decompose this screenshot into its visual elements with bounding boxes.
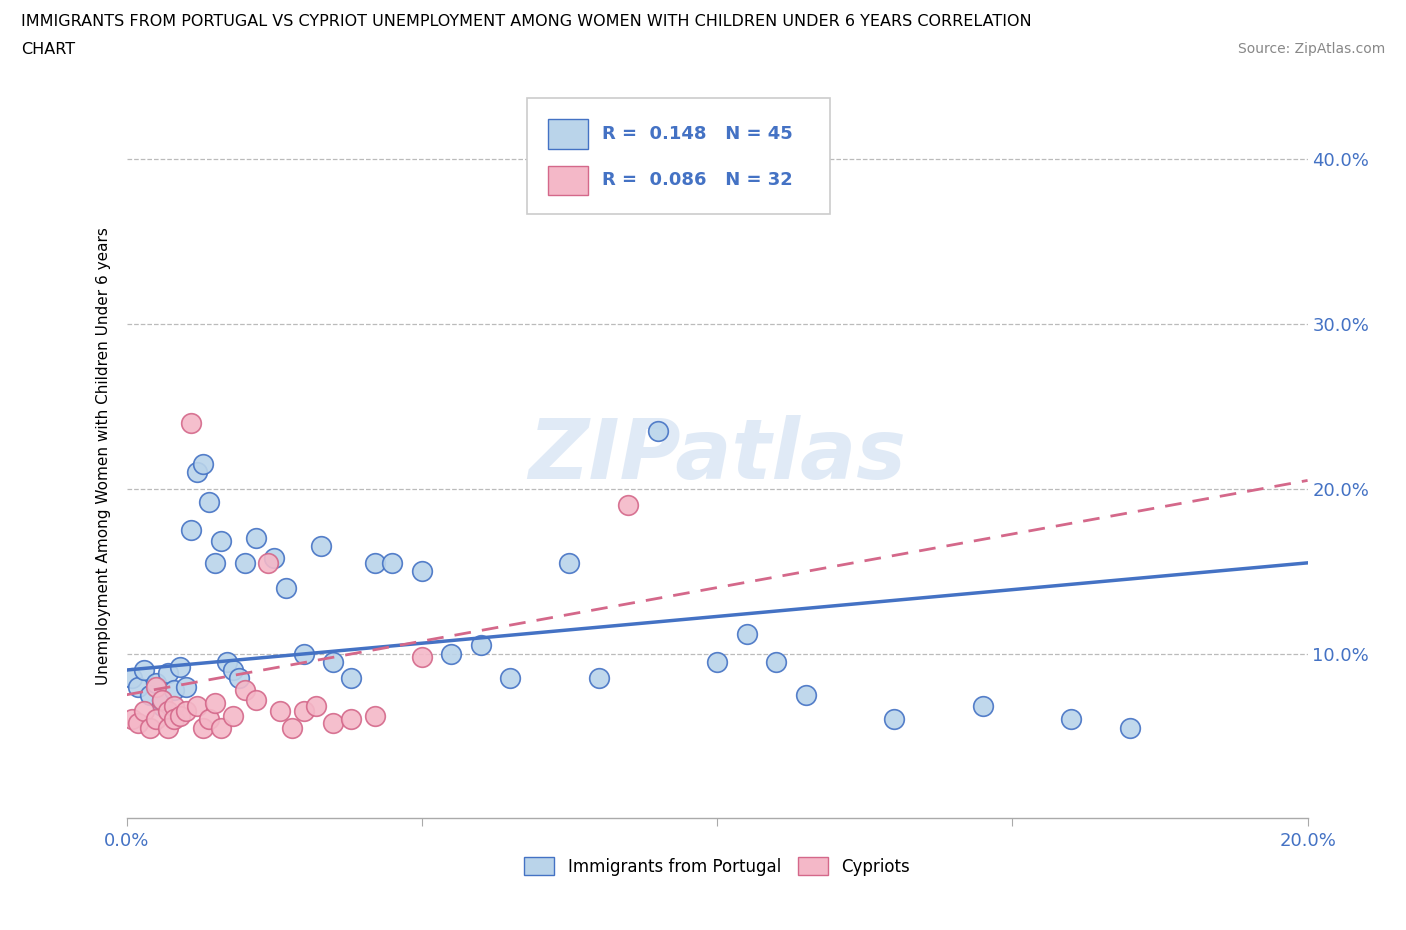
Point [281, 720, 304, 735]
Point [765, 655, 787, 670]
Point [209, 720, 232, 735]
Text: ZIPatlas: ZIPatlas [529, 415, 905, 497]
Point [1119, 720, 1142, 735]
Point [163, 712, 186, 727]
Point [245, 692, 267, 707]
Point [193, 720, 215, 735]
Point [186, 465, 208, 480]
Point [440, 646, 463, 661]
Point [411, 649, 433, 664]
Point [121, 671, 143, 685]
Point [186, 698, 208, 713]
Point [233, 555, 256, 570]
Point [134, 662, 156, 677]
Point [180, 416, 202, 431]
Point [470, 638, 492, 653]
Point [363, 709, 385, 724]
Point [150, 698, 173, 713]
Point [174, 704, 197, 719]
Text: IMMIGRANTS FROM PORTUGAL VS CYPRIOT UNEMPLOYMENT AMONG WOMEN WITH CHILDREN UNDER: IMMIGRANTS FROM PORTUGAL VS CYPRIOT UNEM… [21, 14, 1032, 29]
Point [145, 676, 167, 691]
Point [340, 671, 363, 685]
Point [127, 715, 149, 730]
Point [706, 655, 728, 670]
Point [972, 698, 994, 713]
Point [204, 555, 226, 570]
Point [193, 457, 215, 472]
Point [794, 687, 817, 702]
Point [139, 687, 162, 702]
Point [156, 704, 179, 719]
Point [127, 679, 149, 694]
Point [215, 655, 238, 670]
Point [411, 564, 433, 578]
Point [150, 692, 173, 707]
Point [381, 555, 404, 570]
Point [322, 655, 344, 670]
Point [222, 709, 245, 724]
Point [245, 531, 267, 546]
Point [139, 720, 162, 735]
Point [292, 704, 315, 719]
Point [363, 555, 385, 570]
Text: Source: ZipAtlas.com: Source: ZipAtlas.com [1237, 42, 1385, 56]
Point [180, 523, 202, 538]
Point [145, 712, 167, 727]
Point [617, 498, 640, 512]
Point [883, 712, 905, 727]
Point [322, 715, 344, 730]
Point [558, 555, 581, 570]
Point [647, 423, 669, 438]
Legend: Immigrants from Portugal, Cypriots: Immigrants from Portugal, Cypriots [517, 851, 917, 883]
Text: R =  0.086   N = 32: R = 0.086 N = 32 [602, 171, 793, 190]
Point [304, 698, 326, 713]
Point [269, 704, 291, 719]
Point [150, 692, 173, 707]
Point [233, 683, 256, 698]
Text: CHART: CHART [21, 42, 75, 57]
Point [263, 551, 285, 565]
Point [311, 538, 333, 553]
Point [257, 555, 280, 570]
Point [156, 720, 179, 735]
Point [735, 626, 758, 641]
Point [163, 683, 186, 698]
Point [174, 679, 197, 694]
Point [274, 580, 297, 595]
Point [198, 712, 221, 727]
Y-axis label: Unemployment Among Women with Children Under 6 years: Unemployment Among Women with Children U… [96, 227, 111, 684]
Point [228, 671, 250, 685]
Point [222, 662, 245, 677]
Point [169, 659, 191, 674]
Point [121, 712, 143, 727]
Point [209, 534, 232, 549]
Point [1060, 712, 1083, 727]
Point [292, 646, 315, 661]
Point [204, 696, 226, 711]
Point [198, 495, 221, 510]
Point [499, 671, 522, 685]
Point [169, 709, 191, 724]
Point [156, 666, 179, 681]
Point [163, 698, 186, 713]
Point [145, 679, 167, 694]
Point [134, 704, 156, 719]
Text: R =  0.148   N = 45: R = 0.148 N = 45 [602, 125, 793, 143]
Point [588, 671, 610, 685]
Point [340, 712, 363, 727]
